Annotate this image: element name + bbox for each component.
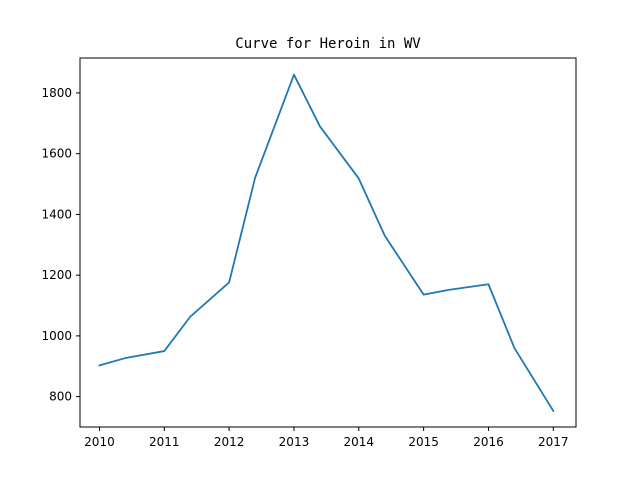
plot-frame: [80, 58, 576, 427]
x-tick-label: 2015: [408, 435, 439, 449]
x-tick-label: 2013: [279, 435, 310, 449]
x-axis: 2010 2011 2012 2013 2014 2015 2016 2017: [84, 427, 568, 449]
series-line-heroin: [99, 75, 553, 411]
series-layer: [99, 75, 553, 411]
y-tick-label: 800: [49, 390, 72, 404]
y-tick-label: 1000: [41, 329, 72, 343]
x-tick-label: 2012: [214, 435, 245, 449]
chart-title: Curve for Heroin in WV: [235, 36, 421, 52]
x-tick-label: 2010: [84, 435, 115, 449]
y-tick-label: 1200: [41, 268, 72, 282]
x-tick-label: 2014: [344, 435, 375, 449]
y-tick-label: 1600: [41, 147, 72, 161]
x-tick-label: 2017: [538, 435, 569, 449]
y-axis: 800 1000 1200 1400 1600 1800: [41, 86, 80, 404]
y-tick-label: 1400: [41, 207, 72, 221]
y-tick-label: 1800: [41, 86, 72, 100]
x-tick-label: 2011: [149, 435, 180, 449]
x-tick-label: 2016: [473, 435, 504, 449]
